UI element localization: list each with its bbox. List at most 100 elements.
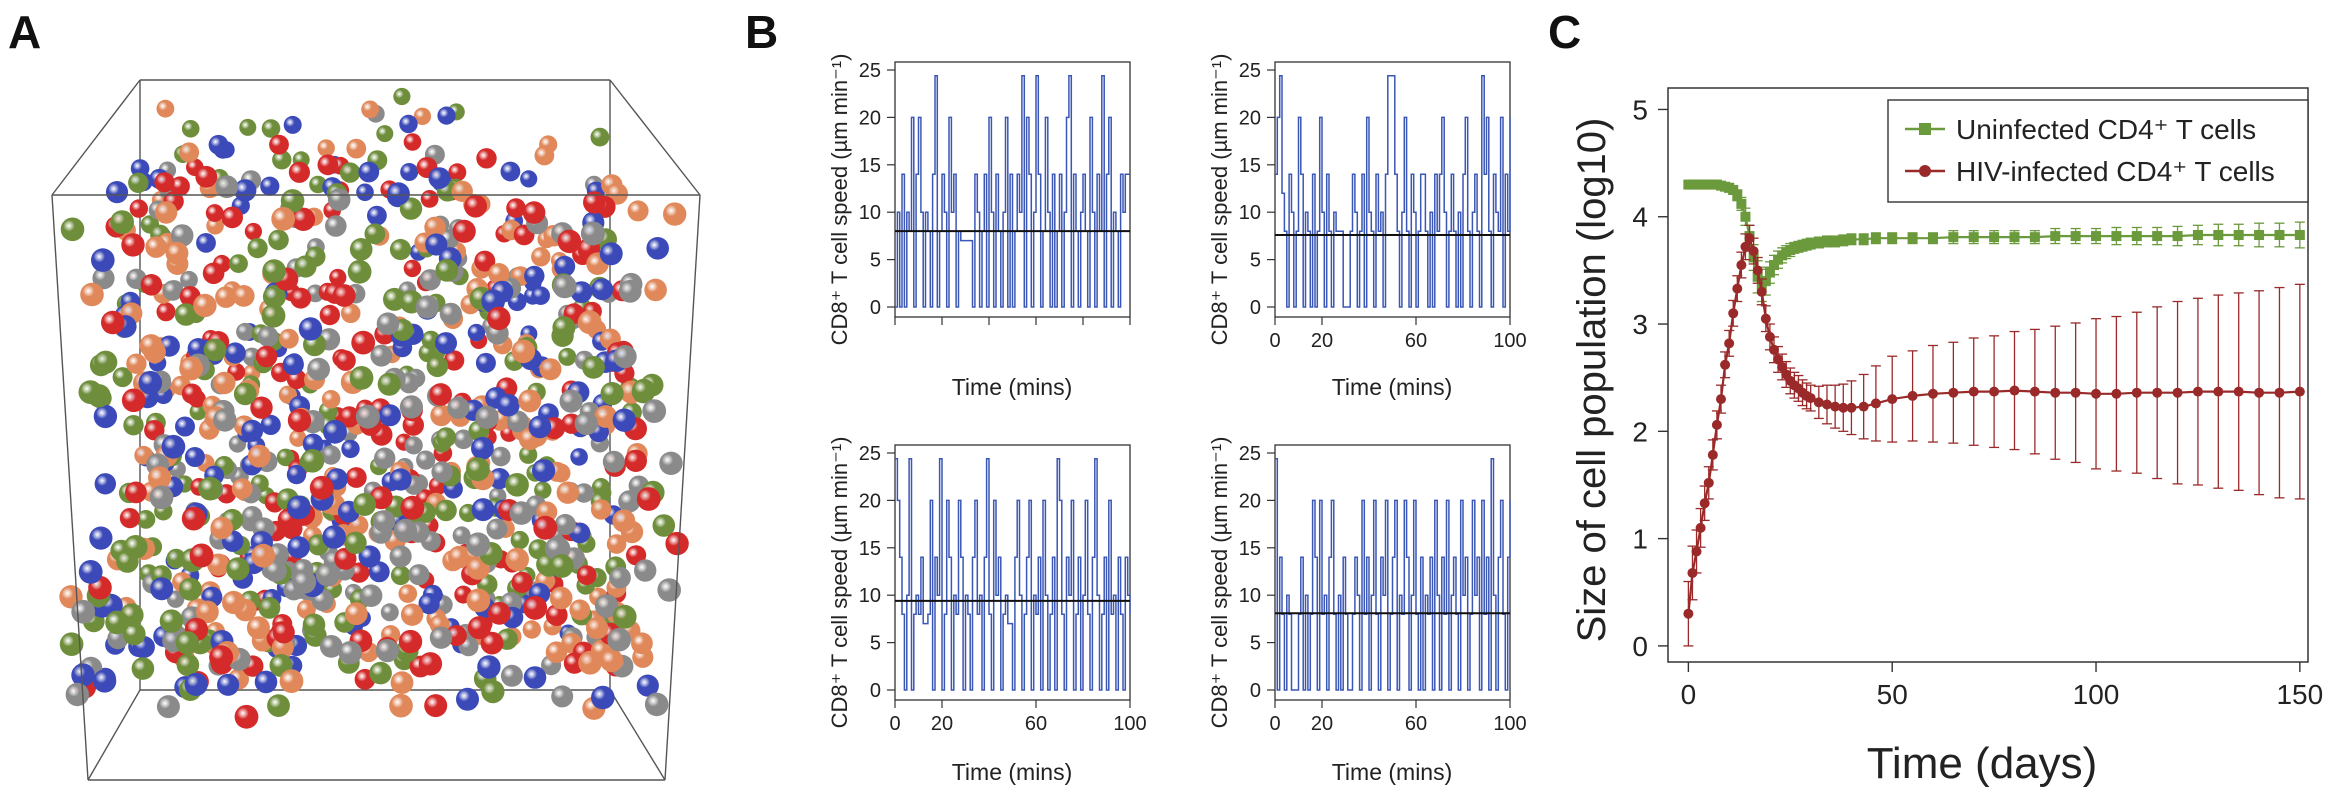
y-tick-label: 20 [1239,107,1261,129]
data-point [1989,386,2000,397]
y-tick-label: 4 [1632,202,1648,233]
data-point [1846,402,1857,413]
data-point [1748,246,1759,257]
cell-sphere [523,666,547,689]
x-tick-label: 0 [1269,330,1280,352]
cell-sphere [367,205,387,226]
cell-sphere [488,601,511,625]
y-tick-label: 25 [1239,443,1261,465]
cell-sphere [511,571,533,593]
cell-sphere [165,241,189,265]
cell-sphere [590,127,610,147]
cell-sphere [383,287,406,311]
cell-sphere [607,627,631,652]
legend: Uninfected CD4⁺ T cells HIV-infected CD4⁺… [1887,99,2309,203]
cell-sphere [101,310,125,335]
cell-sphere [624,449,647,472]
cell-sphere [233,382,257,406]
cell-sphere [319,304,340,326]
cell-sphere [145,236,167,258]
cube-edge [51,194,89,781]
cell-sphere [602,450,625,473]
cell-sphere [594,594,619,618]
cell-sphere [393,518,418,543]
cell-sphere [140,274,163,296]
legend-box [1887,99,2309,203]
cell-sphere [202,262,225,285]
data-point [2131,231,2142,242]
cell-sphere [246,616,270,640]
cell-sphere [534,145,555,166]
cell-sphere [241,419,264,442]
cell-sphere [398,584,418,603]
cell-sphere [124,481,147,504]
data-point [2172,231,2183,242]
panel-a-label: A [8,6,41,58]
cell-sphere [119,507,140,529]
data-point [1858,234,1869,245]
cell-sphere [435,332,457,355]
cell-sphere [287,408,312,433]
y-tick-label: 0 [1632,631,1648,662]
data-point [1830,401,1841,412]
cell-sphere [258,597,281,619]
cell-sphere [189,543,214,568]
data-point [1736,260,1747,271]
cell-sphere [577,310,602,335]
cell-sphere [486,518,508,540]
cell-sphere [150,577,174,601]
cell-sphere [349,366,374,390]
cell-sphere [229,254,248,273]
cell-sphere [334,547,357,570]
cell-sphere [138,370,163,395]
cell-sphere [451,180,473,202]
cell-sphere [590,499,612,520]
cell-sphere [586,617,609,640]
cell-sphere [335,350,356,371]
cell-sphere [351,330,376,355]
cell-sphere [89,526,113,550]
cell-sphere [609,566,631,589]
cell-sphere [260,414,281,435]
cell-sphere [203,338,227,362]
cell-sphere [269,134,289,155]
data-point [1699,498,1710,509]
cell-sphere [128,172,149,193]
cell-sphere [558,347,577,366]
cell-sphere [268,229,289,251]
y-tick-label: 20 [1239,490,1261,512]
data-point [2131,387,2142,398]
y-axis-label: CD8⁺ T cell speed (µm min⁻¹) [1207,437,1232,729]
data-point [1740,241,1751,252]
cell-sphere [339,162,361,183]
legend-entry-label: Uninfected CD4⁺ T cells [1956,114,2256,145]
cell-sphere [321,390,341,409]
cell-sphere [187,338,209,360]
cell-sphere [302,613,326,637]
cell-sphere [149,485,174,510]
cell-sphere [474,250,496,272]
cell-sphere [319,635,343,658]
cell-sphere [91,248,115,272]
cell-sphere [321,445,341,465]
cell-sphere [393,87,411,106]
cell-sphere [424,694,448,718]
cell-sphere [323,419,347,444]
x-tick-label: 0 [1681,679,1697,710]
cell-sphere [467,616,491,640]
cell-sphere [636,674,659,697]
cell-sphere [600,649,624,673]
cell-sphere [476,148,497,169]
panel-c-label: C [1548,6,1581,58]
cell-sphere [375,639,399,663]
cell-spheres [59,87,689,729]
cell-sphere [370,344,393,367]
cell-sphere [522,620,541,639]
cell-sphere [418,652,443,676]
cell-sphere [290,287,312,309]
cell-sphere [428,167,451,190]
cell-sphere [286,495,311,520]
data-point [1760,313,1771,324]
data-point [1768,260,1779,271]
data-point [1805,393,1816,404]
